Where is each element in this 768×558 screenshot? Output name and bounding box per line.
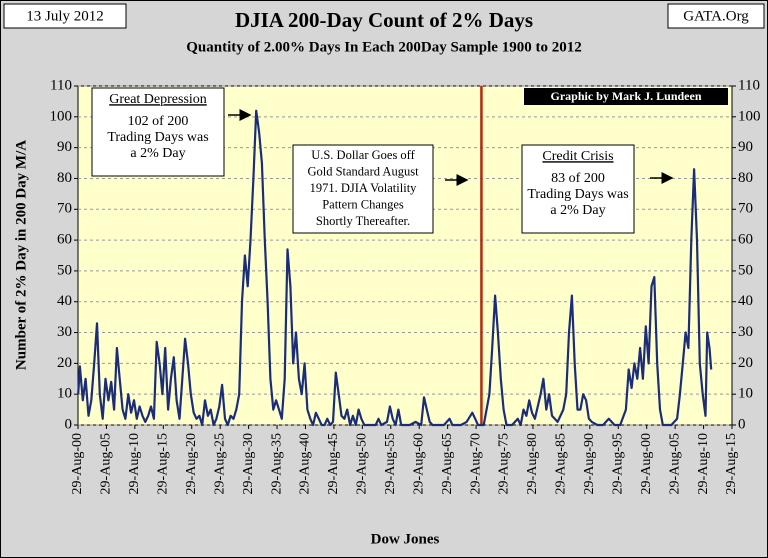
y-axis-label: Number of 2% Day in 200 Day M/A [13, 140, 29, 370]
annotation-heading: Great Depression [109, 92, 207, 107]
annotation-box [292, 144, 434, 234]
x-tick-label: 29-Aug-70 [468, 433, 483, 494]
x-tick-label: 29-Aug-25 [212, 433, 227, 494]
source: GATA.Org [683, 8, 749, 24]
credit: Graphic by Mark J. Lundeen [550, 89, 701, 103]
y2-tick-label: 110 [738, 77, 760, 93]
annotation-box [91, 87, 225, 177]
x-tick-label: 29-Aug-05 [99, 433, 114, 494]
y-tick-label: 110 [50, 77, 72, 93]
date-box [3, 3, 127, 29]
y-tick-label: 0 [65, 416, 73, 432]
x-tick-label: 29-Aug-65 [440, 433, 455, 494]
x-tick-label: 29-Aug-35 [269, 433, 284, 494]
y-tick-label: 70 [57, 201, 72, 217]
y-tick-label: 90 [57, 139, 72, 155]
annotation-text: 1971. DJIA Volatility [310, 181, 418, 195]
x-tick-label: 29-Aug-40 [298, 433, 313, 494]
x-tick-label: 29-Aug-50 [355, 433, 370, 494]
y2-tick-label: 100 [738, 108, 761, 124]
y-tick-label: 30 [57, 324, 72, 340]
y-tick-label: 40 [57, 293, 72, 309]
x-tick-label: 29-Aug-00 [70, 433, 85, 494]
x-axis-label: Dow Jones [371, 531, 440, 547]
y-tick-label: 10 [57, 386, 72, 402]
x-tick-label: 29-Aug-60 [411, 433, 426, 494]
x-tick-label: 29-Aug-20 [184, 433, 199, 494]
x-tick-label: 29-Aug-05 [667, 433, 682, 494]
chart-title: DJIA 200-Day Count of 2% Days [235, 8, 533, 32]
annotation-text: Trading Days was [527, 187, 628, 202]
annotation-text: 83 of 200 [551, 171, 605, 186]
y-tick-label: 80 [57, 170, 72, 186]
date-note: 13 July 2012 [26, 8, 104, 24]
annotation-text: Pattern Changes [322, 197, 404, 211]
x-tick-label: 29-Aug-75 [497, 433, 512, 494]
y-tick-label: 100 [50, 108, 73, 124]
y2-tick-label: 90 [738, 139, 753, 155]
x-tick-label: 29-Aug-85 [554, 433, 569, 494]
annotation-text: Shortly Thereafter. [316, 214, 410, 228]
x-tick-label: 29-Aug-00 [639, 433, 654, 494]
annotation-text: Trading Days was [107, 130, 208, 145]
x-tick-label: 29-Aug-90 [582, 433, 597, 494]
annotation-heading: Credit Crisis [542, 149, 613, 164]
source-box [667, 3, 765, 29]
y-tick-label: 50 [57, 262, 72, 278]
x-tick-label: 29-Aug-10 [696, 433, 711, 494]
x-tick-label: 29-Aug-80 [525, 433, 540, 494]
credit-box [524, 88, 728, 105]
x-tick-label: 29-Aug-15 [724, 433, 739, 494]
y2-tick-label: 10 [738, 386, 753, 402]
y2-tick-label: 60 [738, 232, 753, 248]
x-tick-label: 29-Aug-95 [610, 433, 625, 494]
x-tick-label: 29-Aug-30 [241, 433, 256, 494]
annotation-text: a 2% Day [550, 203, 605, 218]
x-tick-label: 29-Aug-45 [326, 433, 341, 494]
annotation-text: Gold Standard August [307, 164, 419, 178]
annotation-text: 102 of 200 [128, 114, 189, 129]
y-tick-label: 20 [57, 355, 72, 371]
y2-tick-label: 80 [738, 170, 753, 186]
x-tick-label: 29-Aug-55 [383, 433, 398, 494]
y-tick-label: 60 [57, 232, 72, 248]
annotation-box [521, 144, 635, 234]
annotation-text: a 2% Day [130, 146, 185, 161]
y2-tick-label: 70 [738, 201, 753, 217]
y2-tick-label: 30 [738, 324, 753, 340]
chart-subtitle: Quantity of 2.00% Days In Each 200Day Sa… [186, 39, 581, 55]
x-tick-label: 29-Aug-15 [156, 433, 171, 494]
annotation-text: U.S. Dollar Goes off [311, 148, 415, 162]
y2-tick-label: 40 [738, 293, 753, 309]
y2-tick-label: 0 [738, 416, 746, 432]
y2-tick-label: 20 [738, 355, 753, 371]
y2-tick-label: 50 [738, 262, 753, 278]
x-tick-label: 29-Aug-10 [127, 433, 142, 494]
data-line [77, 109, 713, 427]
